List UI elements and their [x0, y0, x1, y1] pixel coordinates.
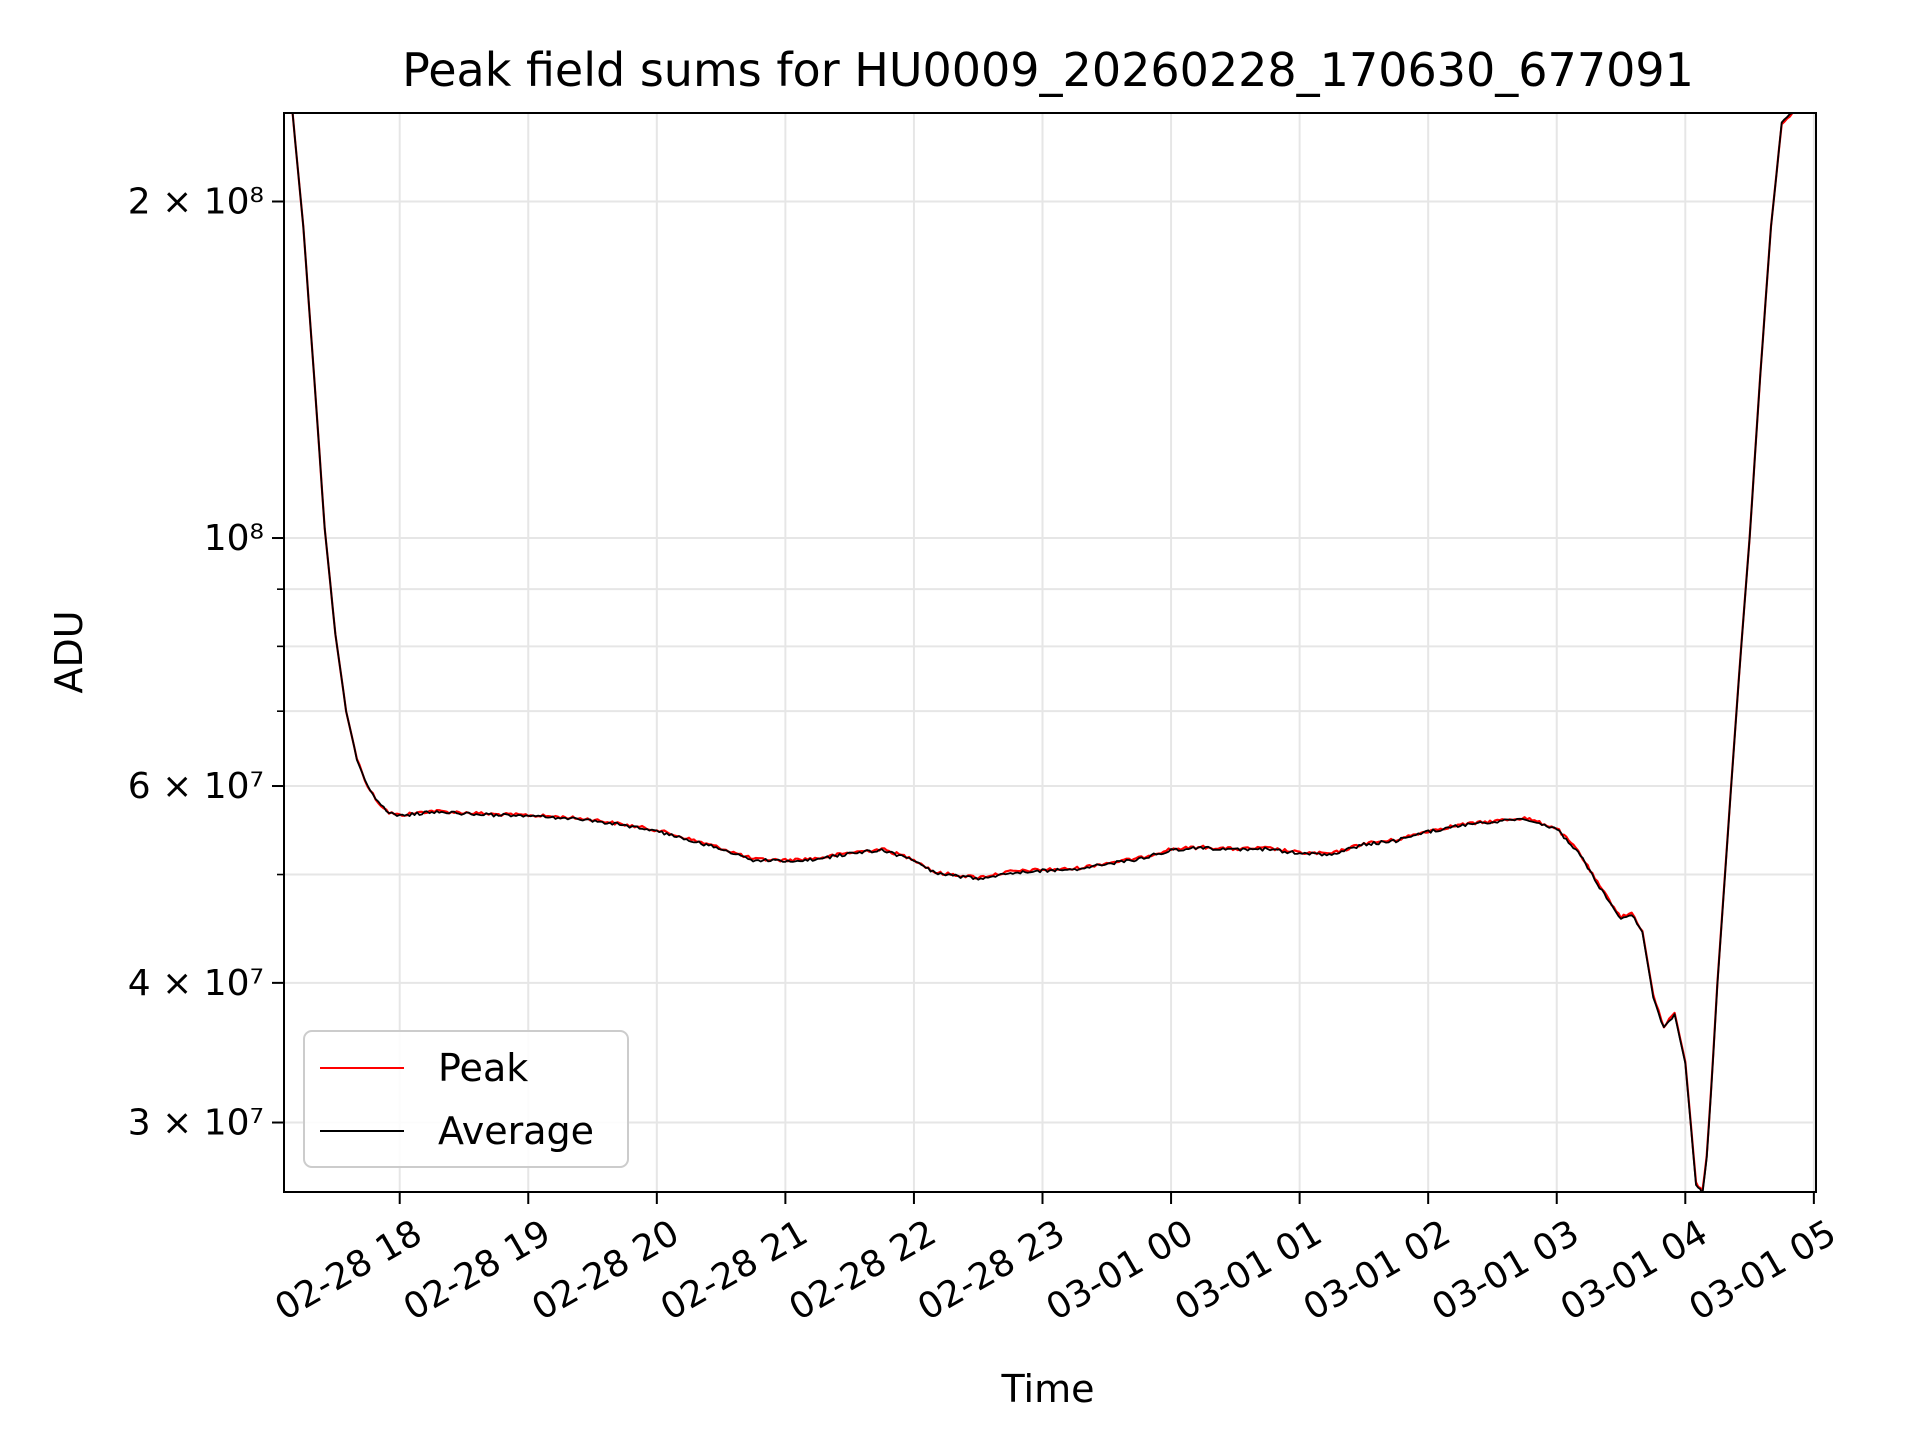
x-tick-label: 03-01 00 [1040, 1212, 1201, 1328]
x-tick-label: 02-28 22 [783, 1212, 944, 1328]
legend-label-peak: Peak [438, 1046, 528, 1090]
x-tick-label: 03-01 01 [1168, 1212, 1329, 1328]
series-line-average [291, 113, 1793, 1192]
x-tick-label: 03-01 02 [1297, 1212, 1458, 1328]
x-axis-label: Time [1001, 1367, 1095, 1411]
plot-frame [283, 112, 1817, 1193]
x-tick-label: 03-01 05 [1682, 1212, 1843, 1328]
x-tick-label: 03-01 04 [1554, 1212, 1715, 1328]
y-tick-label: 2 × 10⁸ [128, 182, 264, 223]
chart-title: Peak field sums for HU0009_20260228_1706… [402, 43, 1694, 97]
x-tick-label: 02-28 18 [268, 1212, 429, 1328]
y-axis-label: ADU [47, 610, 91, 693]
series-layer [291, 113, 1794, 1192]
x-tick-label: 03-01 03 [1425, 1212, 1586, 1328]
y-tick-label: 4 × 10⁷ [128, 963, 264, 1004]
legend-label-average: Average [438, 1109, 594, 1153]
grid [284, 113, 1816, 1192]
x-tick-label: 02-28 20 [525, 1212, 686, 1328]
y-axis: 3 × 10⁷ 4 × 10⁷ 6 × 10⁷ 10⁸ 2 × 10⁸ [128, 182, 284, 1144]
y-tick-label: 6 × 10⁷ [128, 766, 264, 807]
x-tick-label: 02-28 21 [654, 1212, 815, 1328]
x-tick-label: 02-28 23 [911, 1212, 1072, 1328]
y-tick-label: 3 × 10⁷ [128, 1103, 264, 1144]
x-tick-label: 02-28 19 [397, 1212, 558, 1328]
legend: Peak Average [303, 1030, 629, 1168]
legend-box [303, 1030, 629, 1168]
y-tick-label: 10⁸ [204, 518, 264, 559]
